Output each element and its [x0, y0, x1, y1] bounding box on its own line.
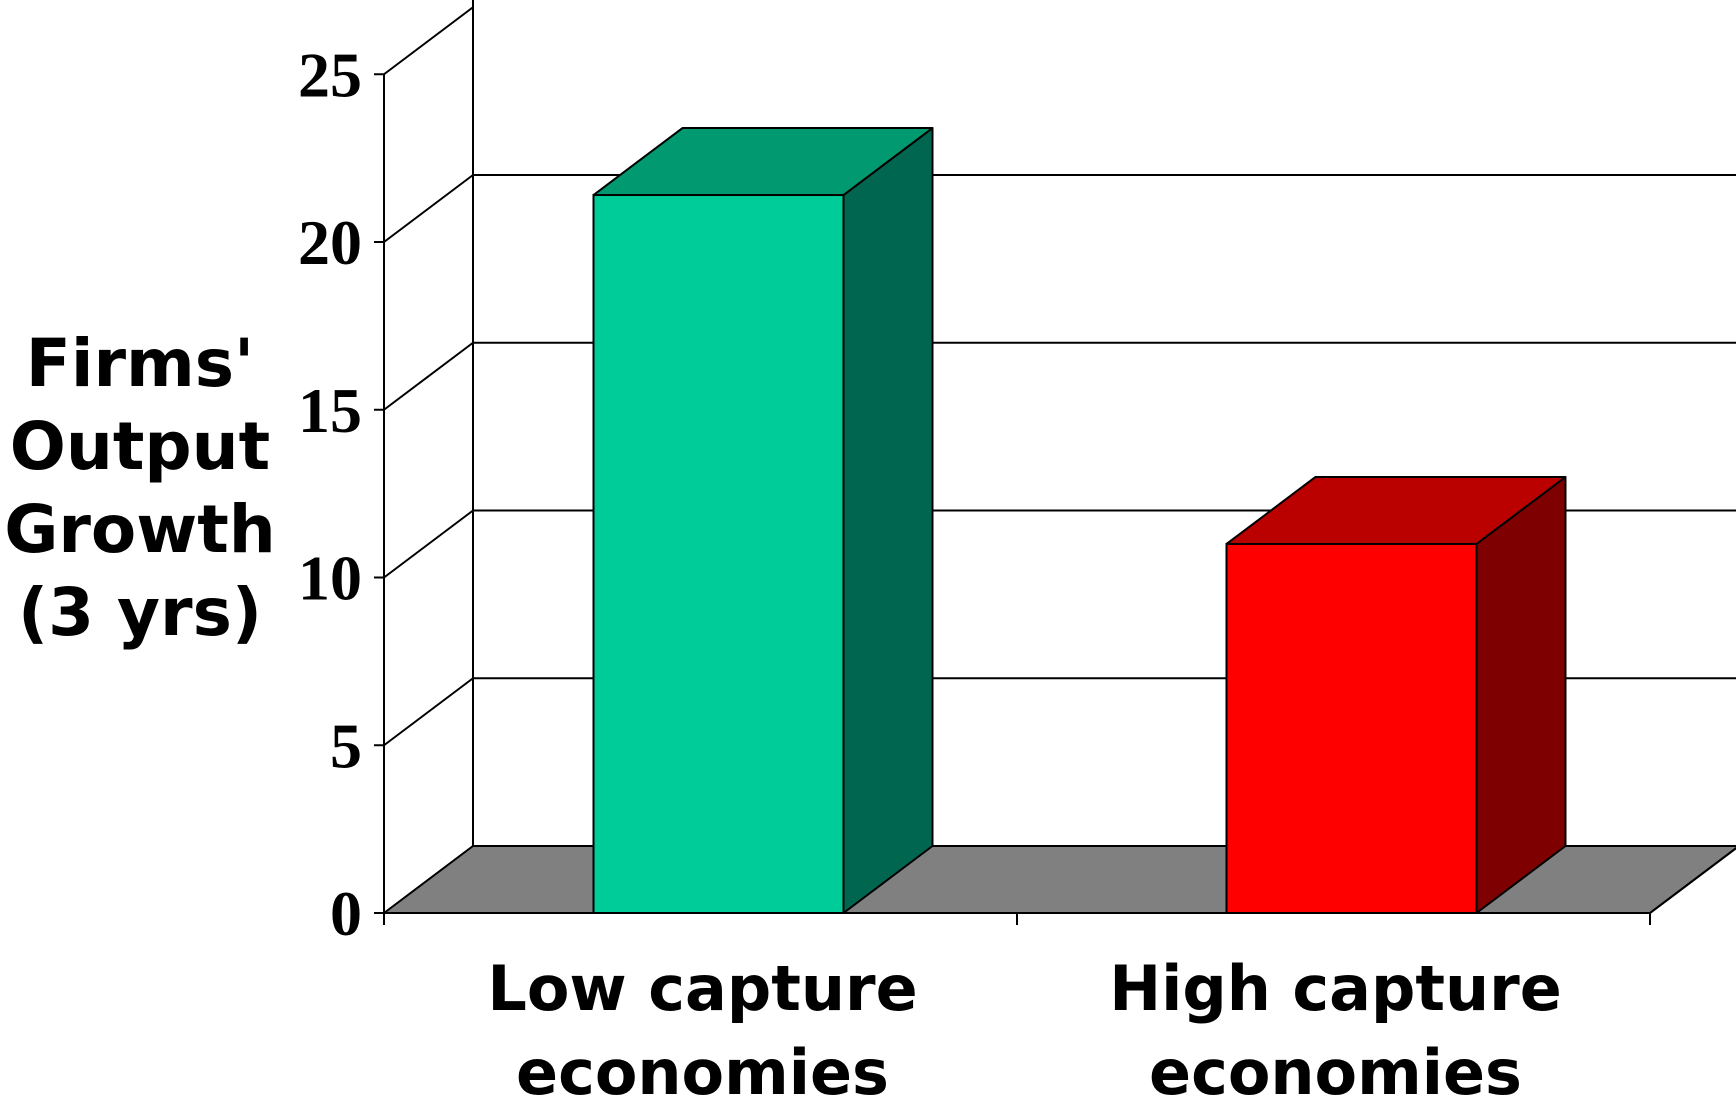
x-category-label-line: economies — [1149, 1036, 1522, 1104]
y-axis-title-line: Firms' — [26, 325, 255, 402]
y-tick-label-1: 5 — [330, 710, 362, 781]
bar-1 — [1225, 475, 1567, 914]
side-wall — [384, 7, 473, 913]
gridline-side-2 — [383, 509, 474, 579]
y-tick-labels: 0 5 10 15 20 25 — [298, 39, 362, 949]
x-category-label-1: High capture economies — [1109, 952, 1562, 1104]
x-category-label-0: Low capture economies — [487, 952, 917, 1104]
gridline-side-4 — [383, 174, 474, 243]
y-axis-title: Firms' Output Growth (3 yrs) — [4, 325, 276, 651]
bars — [592, 127, 1567, 914]
y-axis-title-line: Growth — [4, 491, 276, 568]
bar-side-1 — [1475, 475, 1567, 914]
bar-front-1 — [1225, 542, 1478, 914]
x-category-label-line: Low capture — [487, 952, 917, 1025]
x-category-label-line: High capture — [1109, 952, 1562, 1025]
y-tick-label-5: 25 — [298, 39, 362, 110]
y-axis-title-line: Output — [10, 408, 270, 485]
bar-0 — [592, 127, 934, 914]
gridline-side-1 — [383, 677, 474, 747]
bar-side-0 — [842, 127, 934, 914]
y-tick-label-4: 20 — [298, 207, 362, 278]
axes — [374, 73, 1736, 925]
x-category-label-line: economies — [516, 1036, 889, 1104]
gridline-side-5 — [383, 6, 474, 76]
y-tick-label-3: 15 — [298, 375, 362, 446]
x-category-labels: Low capture economies High capture economie… — [487, 952, 1561, 1104]
bar-front-0 — [592, 194, 845, 914]
y-tick-label-2: 10 — [298, 543, 362, 614]
y-tick-label-0: 0 — [330, 878, 362, 949]
y-axis-title-line: (3 yrs) — [18, 574, 262, 651]
floor-right-edge — [1649, 847, 1736, 914]
gridline-side-3 — [383, 341, 474, 411]
